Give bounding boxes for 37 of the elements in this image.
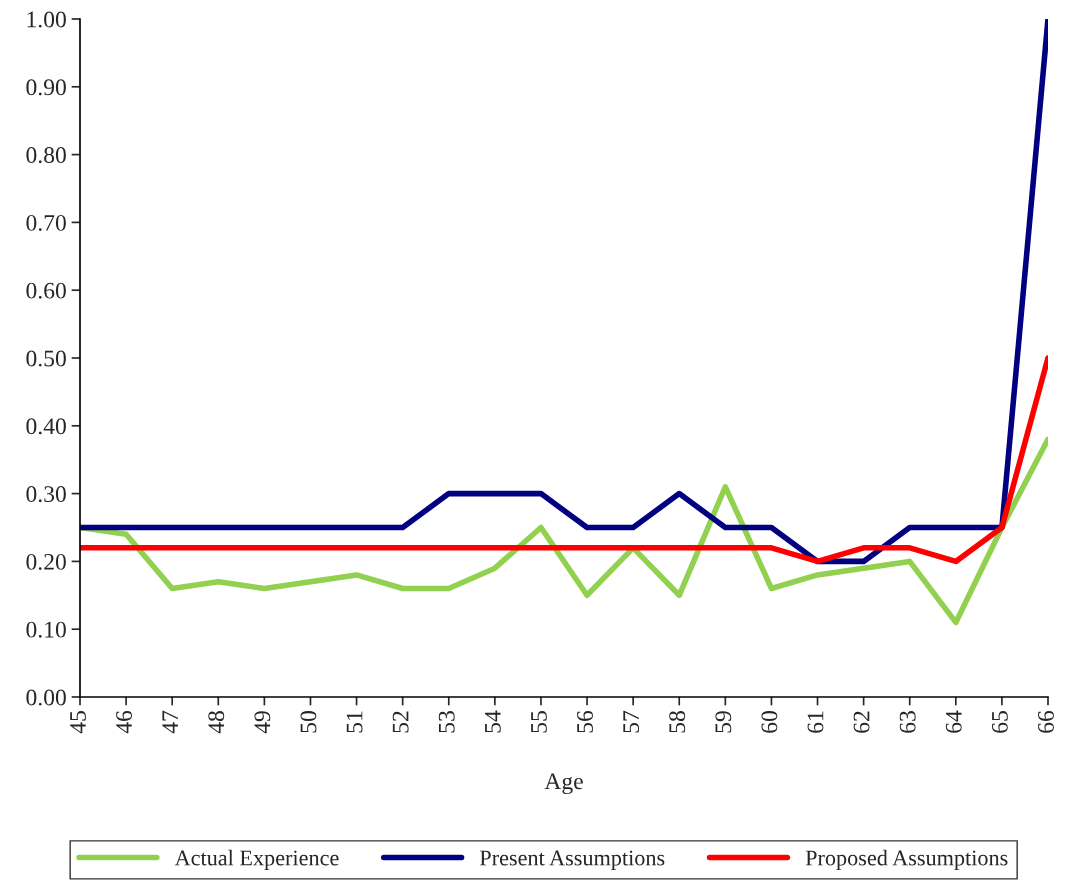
x-tick-label: 46: [116, 710, 133, 734]
y-tick-label: 0.50: [26, 350, 66, 367]
x-tick-label: 53: [438, 711, 455, 733]
x-axis-title: Age: [544, 773, 583, 795]
x-tick-label: 64: [945, 710, 962, 733]
x-tick-label: 63: [899, 711, 916, 733]
x-tick-label: 45: [70, 711, 86, 734]
x-tick-label: 56: [577, 710, 593, 733]
x-tick-label: 66: [1038, 710, 1054, 733]
y-tick-label: 0.60: [26, 282, 66, 299]
legend-label: Proposed Assumptions: [805, 849, 1008, 870]
y-tick-label: 0.00: [26, 689, 66, 706]
x-tick-label: 47: [162, 710, 178, 734]
y-tick-label: 0.30: [26, 486, 66, 503]
y-tick-label: 0.10: [26, 621, 66, 638]
x-tick-label: 51: [346, 711, 363, 733]
x-tick-label: 48: [208, 711, 225, 734]
x-tick-label: 54: [484, 710, 501, 733]
x-tick-label: 50: [300, 711, 317, 733]
y-tick-label: 0.40: [26, 418, 66, 435]
x-tick-label: 55: [531, 711, 547, 733]
x-tick-label: 60: [761, 711, 778, 733]
x-tick-label: 65: [991, 711, 1008, 733]
y-tick-label: 0.80: [26, 147, 66, 164]
x-tick-label: 62: [853, 711, 870, 733]
y-tick-label: 0.70: [26, 214, 66, 231]
y-tick-label: 0.90: [26, 79, 66, 96]
x-tick-label: 49: [254, 711, 271, 734]
x-tick-label: 58: [669, 711, 686, 733]
y-tick-label: 0.20: [26, 553, 66, 570]
x-tick-label: 52: [392, 711, 409, 733]
x-tick-label: 59: [715, 711, 732, 733]
x-tick-label: 61: [807, 711, 824, 733]
legend-label: Actual Experience: [174, 849, 339, 870]
legend-label: Present Assumptions: [479, 850, 665, 870]
y-tick-label: 1.00: [27, 11, 66, 28]
x-tick-label: 57: [623, 710, 640, 733]
